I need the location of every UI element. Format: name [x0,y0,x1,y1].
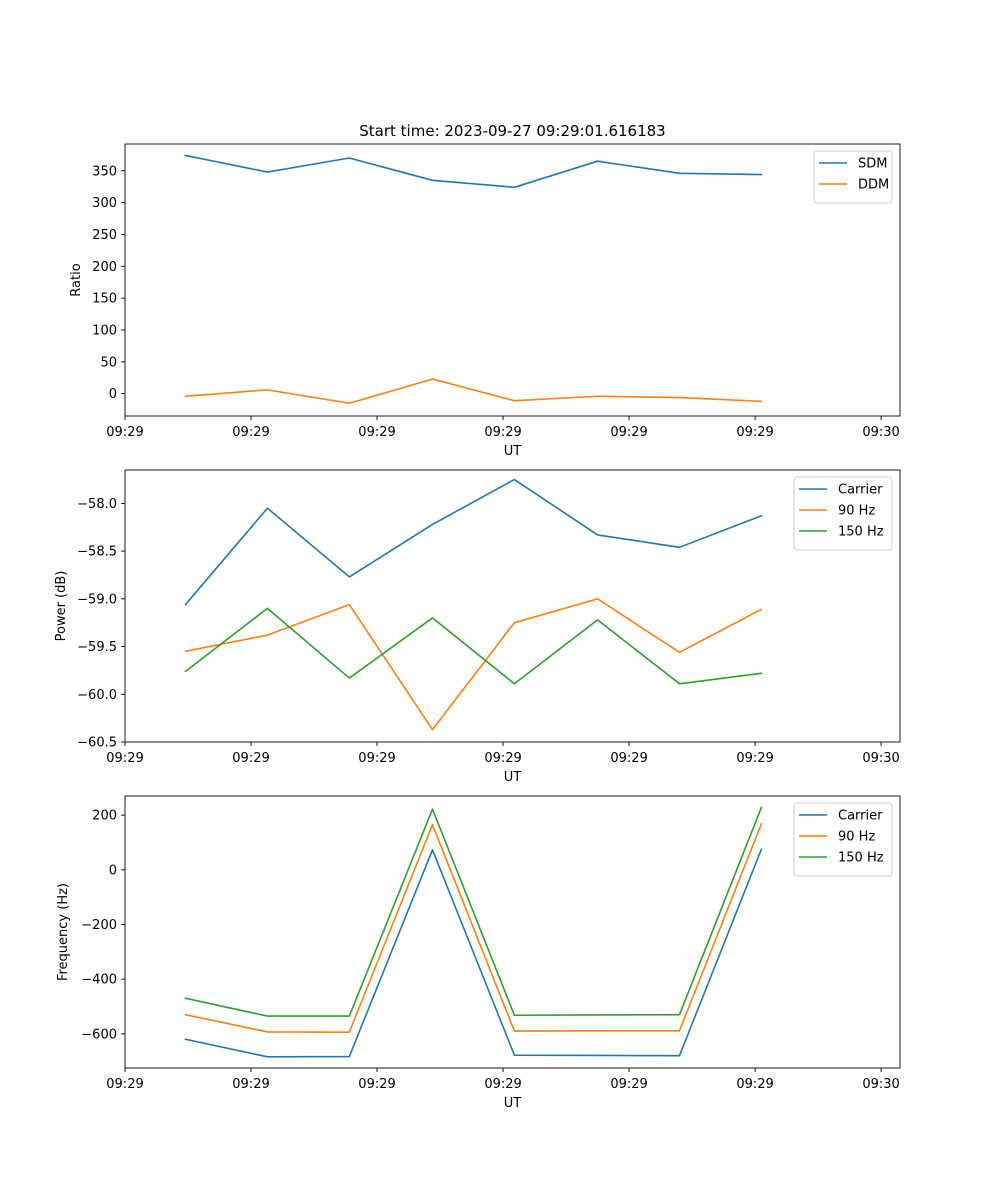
legend-entry: SDM [858,157,887,172]
x-tick-label: 09:29 [358,751,395,766]
legend-entry: DDM [858,178,889,193]
x-tick-label: 09:30 [862,425,899,440]
axes-frame [124,143,901,417]
y-tick-label: 0 [109,863,117,878]
x-tick-label: 09:29 [736,1077,773,1092]
x-tick-label: 09:29 [358,425,395,440]
y-tick-label: −400 [81,973,117,988]
x-tick-label: 09:29 [106,751,143,766]
chart-panel-1: 09:29 09:29 09:29 09:29 09:29 09:29 09:30 0 50 10… [69,143,901,459]
axes-frame [124,469,901,743]
x-tick-label: 09:29 [484,751,521,766]
y-axis-label: Frequency (Hz) [56,883,71,981]
y-tick-label: 150 [92,292,117,307]
y-tick-label: 0 [109,387,117,402]
legend-entry: 90 Hz [838,830,875,845]
x-tick-label: 09:29 [358,1077,395,1092]
legend-entry: 150 Hz [838,851,884,866]
x-tick-label: 09:29 [232,425,269,440]
y-tick-label: 350 [92,164,117,179]
y-tick-label: 300 [92,196,117,211]
x-tick-label: 09:29 [106,425,143,440]
y-tick-label: −60.0 [77,688,117,703]
x-tick-label: 09:29 [232,751,269,766]
legend: Carrier 90 Hz 150 Hz [793,802,893,877]
y-tick-label: 200 [92,260,117,275]
y-tick-label: −59.0 [77,592,117,607]
y-tick-label: −200 [81,918,117,933]
x-tick-label: 09:29 [232,1077,269,1092]
y-tick-label: −600 [81,1027,117,1042]
x-tick-label: 09:30 [862,1077,899,1092]
axes-frame [124,795,901,1069]
series-line-carrier [184,848,763,1058]
series-line-150-hz [184,806,763,1017]
y-tick-label: −58.0 [77,497,117,512]
x-axis-label: UT [504,444,522,459]
y-tick-label: 200 [92,809,117,824]
figure-title: Start time: 2023-09-27 09:29:01.616183 [359,122,665,140]
x-tick-label: 09:29 [736,425,773,440]
x-tick-label: 09:30 [862,751,899,766]
legend-entry: Carrier [838,809,883,824]
chart-panel-3: 09:29 09:29 09:29 09:29 09:29 09:29 09:30 −600 −… [56,795,901,1111]
chart-panel-2: 09:29 09:29 09:29 09:29 09:29 09:29 09:30 −60.5… [54,469,901,785]
x-tick-label: 09:29 [610,751,647,766]
y-axis-label: Ratio [69,263,84,296]
x-tick-label: 09:29 [610,425,647,440]
legend-entry: 90 Hz [838,504,875,519]
legend-box [813,150,893,204]
series-line-ddm [184,378,763,405]
x-axis-label: UT [504,770,522,785]
series-line-sdm [184,154,763,189]
y-tick-label: 50 [100,355,117,370]
series-line-90-hz [184,598,763,731]
series-line-150-hz [184,607,763,685]
y-tick-label: −59.5 [77,640,117,655]
series-line-90-hz [184,822,763,1033]
legend: Carrier 90 Hz 150 Hz [793,476,893,551]
legend-entry: 150 Hz [838,525,884,540]
y-tick-label: −58.5 [77,545,117,560]
y-tick-label: 100 [92,324,117,339]
x-tick-label: 09:29 [610,1077,647,1092]
legend-entry: Carrier [838,483,883,498]
y-axis-label: Power (dB) [54,571,69,642]
y-tick-label: −60.5 [77,736,117,751]
x-axis-label: UT [504,1096,522,1111]
x-tick-label: 09:29 [736,751,773,766]
x-tick-label: 09:29 [106,1077,143,1092]
legend: SDM DDM [813,150,893,204]
y-tick-label: 250 [92,228,117,243]
x-tick-label: 09:29 [484,1077,521,1092]
series-line-carrier [184,478,763,606]
x-tick-label: 09:29 [484,425,521,440]
